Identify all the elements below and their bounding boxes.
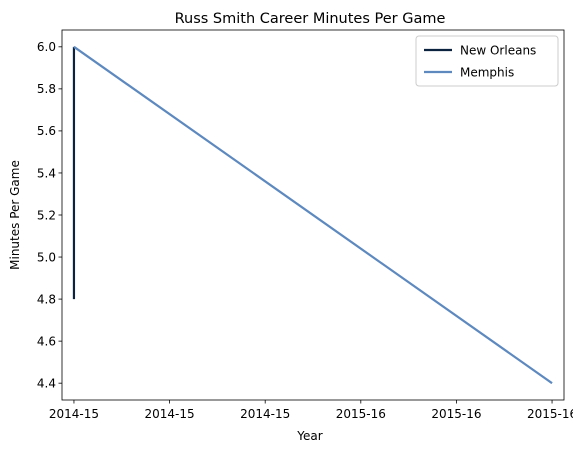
y-tick-label: 5.6 — [37, 124, 56, 138]
x-tick-label: 2015-16 — [527, 407, 573, 421]
y-tick-label: 5.0 — [37, 250, 56, 264]
legend: New Orleans Memphis — [415, 35, 559, 87]
y-tick-label: 5.4 — [37, 166, 56, 180]
x-tick-label: 2014-15 — [240, 407, 290, 421]
series-line-memphis — [73, 45, 553, 385]
x-tick-label: 2015-16 — [431, 407, 481, 421]
legend-box — [415, 35, 559, 87]
x-tick-label: 2015-16 — [336, 407, 386, 421]
x-axis-label: Year — [296, 429, 322, 443]
x-tick-label: 2014-15 — [145, 407, 195, 421]
y-axis: 4.4 4.6 4.8 5.0 5.2 5.4 5.6 5.8 6.0 — [37, 40, 62, 390]
legend-label: Memphis — [460, 65, 514, 79]
y-tick-label: 4.6 — [37, 334, 56, 348]
legend-label: New Orleans — [460, 43, 536, 57]
y-tick-label: 5.8 — [37, 82, 56, 96]
y-tick-label: 5.2 — [37, 208, 56, 222]
y-tick-label: 4.4 — [37, 376, 56, 390]
series-layer — [72, 45, 553, 385]
chart-title: Russ Smith Career Minutes Per Game — [175, 11, 446, 27]
y-axis-label: Minutes Per Game — [8, 160, 22, 270]
x-tick-label: 2014-15 — [49, 407, 99, 421]
y-tick-label: 4.8 — [37, 292, 56, 306]
x-axis: 2014-15 2014-15 2014-15 2015-16 2015-16 2015-… — [49, 400, 573, 421]
y-tick-label: 6.0 — [37, 40, 56, 54]
